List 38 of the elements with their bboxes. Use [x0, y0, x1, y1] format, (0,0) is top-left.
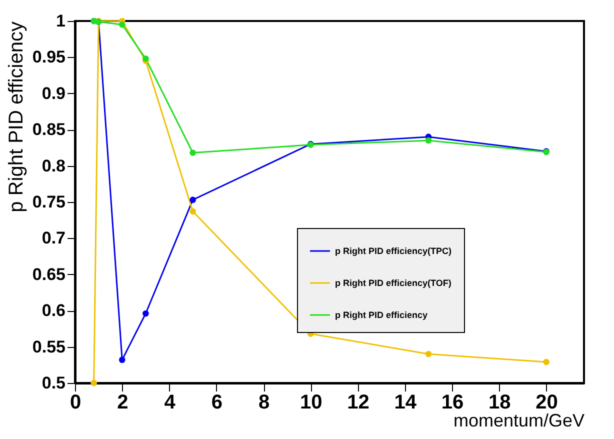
y-tick-label: 0.5 — [42, 374, 66, 392]
x-tick-label: 20 — [536, 392, 558, 414]
y-axis-title: p Right PID efficiency — [5, 22, 28, 212]
x-tick-label: 4 — [164, 392, 176, 414]
y-tick-label: 0.95 — [32, 48, 66, 67]
point — [190, 150, 196, 156]
point — [190, 208, 196, 215]
point — [425, 350, 432, 358]
y-tick-label: 0.85 — [32, 120, 66, 140]
legend-label: p Right PID efficiency — [335, 310, 428, 320]
x-tick-label: 10 — [300, 392, 322, 414]
point — [543, 358, 550, 366]
point — [90, 380, 98, 386]
legend-label: p Right PID efficiency(TPC) — [335, 246, 452, 256]
y-tick-label: 0.6 — [42, 301, 66, 320]
x-axis-title: momentum/GeV — [453, 410, 584, 430]
y-tick-label: 0.55 — [32, 337, 66, 356]
y-tick-label: 0.65 — [32, 264, 66, 284]
x-tick-label: 2 — [117, 392, 128, 414]
x-tick-label: 12 — [347, 392, 370, 414]
legend-label: p Right PID efficiency(TOF) — [335, 278, 452, 288]
point — [118, 21, 126, 28]
y-tick-label: 1 — [56, 12, 66, 30]
y-tick-label: 0.75 — [32, 192, 66, 212]
point — [190, 196, 196, 203]
point — [118, 356, 126, 363]
x-tick-label: 0 — [70, 392, 82, 414]
y-tick-label: 0.7 — [42, 228, 66, 248]
point — [142, 310, 149, 317]
point — [142, 55, 149, 62]
x-tick-label: 18 — [488, 392, 511, 414]
point — [425, 137, 432, 144]
x-tick-label: 6 — [211, 392, 222, 414]
x-tick-label: 16 — [441, 392, 464, 414]
y-tick-label: 0.9 — [42, 84, 66, 103]
y-tick-label: 0.8 — [42, 156, 66, 176]
x-tick-label: 14 — [394, 392, 418, 414]
x-tick-label: 8 — [258, 392, 270, 414]
